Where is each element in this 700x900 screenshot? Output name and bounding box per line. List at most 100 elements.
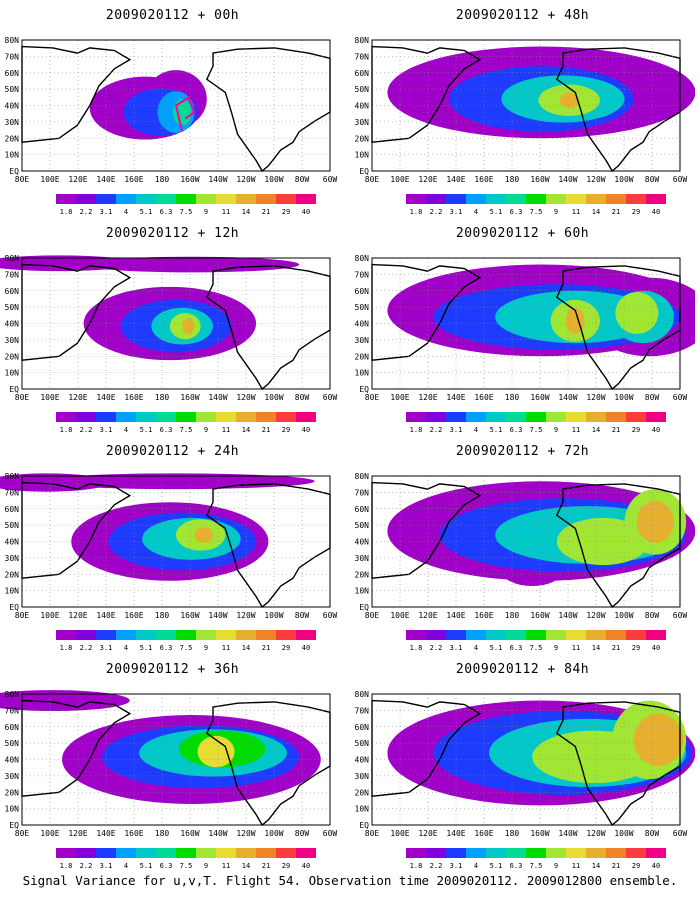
legend-label: 14 bbox=[592, 644, 600, 652]
figure-caption: Signal Variance for u,v,T. Flight 54. Ob… bbox=[22, 873, 678, 888]
lon-tick-label: 120W bbox=[236, 611, 255, 620]
lon-tick-label: 140W bbox=[558, 175, 577, 184]
lon-tick-label: 120E bbox=[418, 611, 437, 620]
coastline bbox=[205, 701, 331, 827]
lat-tick-label: 10N bbox=[355, 805, 370, 814]
legend-swatch bbox=[156, 630, 176, 640]
legend-label: 3.1 bbox=[450, 862, 463, 870]
lon-tick-label: 100W bbox=[614, 175, 633, 184]
legend-label: 3.1 bbox=[450, 644, 463, 652]
legend-label: 40 bbox=[302, 208, 310, 216]
lat-tick-label: EQ bbox=[9, 167, 19, 176]
lon-tick-label: 80W bbox=[295, 393, 310, 402]
legend-label: 11 bbox=[222, 644, 230, 652]
legend-swatch bbox=[56, 630, 76, 640]
lon-tick-label: 100E bbox=[390, 175, 409, 184]
legend-label: 1.8 bbox=[410, 208, 423, 216]
lon-tick-label: 80E bbox=[365, 393, 380, 402]
lat-tick-label: 10N bbox=[5, 151, 20, 160]
lon-tick-label: 140E bbox=[96, 829, 115, 838]
lat-tick-label: 20N bbox=[355, 570, 370, 579]
legend-swatch bbox=[606, 412, 626, 422]
lon-tick-label: 160W bbox=[180, 829, 199, 838]
lon-tick-label: 60W bbox=[673, 829, 688, 838]
legend-label: 1.8 bbox=[410, 644, 423, 652]
map-frame bbox=[371, 693, 681, 826]
lon-tick-label: 100E bbox=[390, 829, 409, 838]
legend-label: 29 bbox=[632, 862, 640, 870]
legend-label: 4 bbox=[474, 862, 478, 870]
plume-contour bbox=[615, 292, 659, 334]
color-legend: 1.8 2.2 3.1 4 5.1 6.3 7.5 9 11 14 21 29 40 bbox=[56, 848, 316, 870]
legend-label: 14 bbox=[592, 208, 600, 216]
legend-label: 2.2 bbox=[80, 208, 93, 216]
legend-swatch bbox=[546, 412, 566, 422]
legend-swatch bbox=[466, 412, 486, 422]
legend-label: 6.3 bbox=[160, 426, 173, 434]
lon-tick-label: 140W bbox=[558, 829, 577, 838]
legend-swatch bbox=[546, 848, 566, 858]
legend-label: 7.5 bbox=[530, 644, 543, 652]
legend-label: 4 bbox=[124, 862, 128, 870]
legend-label: 14 bbox=[242, 862, 250, 870]
lat-tick-label: 50N bbox=[355, 521, 370, 530]
forecast-panel-12h: 2009020112 + 12h 80N 70N 60N 50N 40N 30N 20N 10… bbox=[0, 218, 345, 436]
legend-swatch bbox=[646, 848, 666, 858]
lon-tick-label: 160W bbox=[530, 829, 549, 838]
lon-tick-label: 160W bbox=[180, 393, 199, 402]
legend-swatch bbox=[526, 194, 546, 204]
lat-tick-label: 70N bbox=[5, 488, 20, 497]
legend-label: 21 bbox=[262, 426, 270, 434]
legend-label: 3.1 bbox=[450, 208, 463, 216]
legend-swatch bbox=[566, 194, 586, 204]
legend-label: 5.1 bbox=[140, 208, 153, 216]
lon-tick-label: 100W bbox=[614, 611, 633, 620]
lon-tick-label: 120W bbox=[236, 393, 255, 402]
lat-tick-label: 20N bbox=[5, 788, 20, 797]
legend-swatch bbox=[116, 194, 136, 204]
map-frame bbox=[21, 257, 331, 390]
lat-tick-label: 20N bbox=[355, 788, 370, 797]
lat-tick-label: 10N bbox=[5, 805, 20, 814]
panel-title: 2009020112 + 72h bbox=[455, 444, 590, 459]
lon-tick-label: 180 bbox=[155, 829, 170, 838]
color-legend: 1.8 2.2 3.1 4 5.1 6.3 7.5 9 11 14 21 29 40 bbox=[406, 194, 666, 216]
lat-tick-label: 60N bbox=[355, 69, 370, 78]
lon-tick-label: 100W bbox=[264, 175, 283, 184]
lat-tick-label: 20N bbox=[355, 352, 370, 361]
legend-label: 40 bbox=[652, 644, 660, 652]
legend-swatch bbox=[446, 412, 466, 422]
lat-tick-label: 70N bbox=[5, 270, 20, 279]
lon-tick-label: 80W bbox=[645, 829, 660, 838]
legend-swatch bbox=[236, 412, 256, 422]
lon-tick-label: 120E bbox=[68, 611, 87, 620]
lat-tick-label: EQ bbox=[359, 385, 369, 394]
legend-swatch bbox=[446, 630, 466, 640]
legend-label: 14 bbox=[592, 426, 600, 434]
legend-label: 11 bbox=[572, 426, 580, 434]
lat-tick-label: 30N bbox=[5, 554, 20, 563]
legend-swatch bbox=[586, 412, 606, 422]
lat-tick-label: 20N bbox=[355, 134, 370, 143]
lat-tick-label: 50N bbox=[355, 85, 370, 94]
lat-tick-label: 40N bbox=[5, 756, 20, 765]
panel-title: 2009020112 + 00h bbox=[105, 8, 240, 23]
legend-label: 1.8 bbox=[410, 862, 423, 870]
legend-label: 21 bbox=[612, 208, 620, 216]
lon-tick-label: 80W bbox=[295, 175, 310, 184]
lon-tick-label: 60W bbox=[673, 611, 688, 620]
lat-tick-label: 20N bbox=[5, 570, 20, 579]
lat-tick-label: 40N bbox=[5, 538, 20, 547]
legend-swatch bbox=[606, 630, 626, 640]
legend-label: 11 bbox=[572, 208, 580, 216]
legend-swatch bbox=[626, 194, 646, 204]
legend-label: 4 bbox=[474, 208, 478, 216]
legend-label: 6.3 bbox=[160, 862, 173, 870]
legend-label: 5.1 bbox=[140, 426, 153, 434]
legend-swatch bbox=[566, 630, 586, 640]
legend-swatch bbox=[136, 848, 156, 858]
legend-label: 9 bbox=[554, 644, 558, 652]
legend-label: 29 bbox=[282, 862, 290, 870]
forecast-panel-36h: 2009020112 + 36h 80N 70N 60N 50N 40N 30N 20N 10… bbox=[0, 654, 345, 872]
